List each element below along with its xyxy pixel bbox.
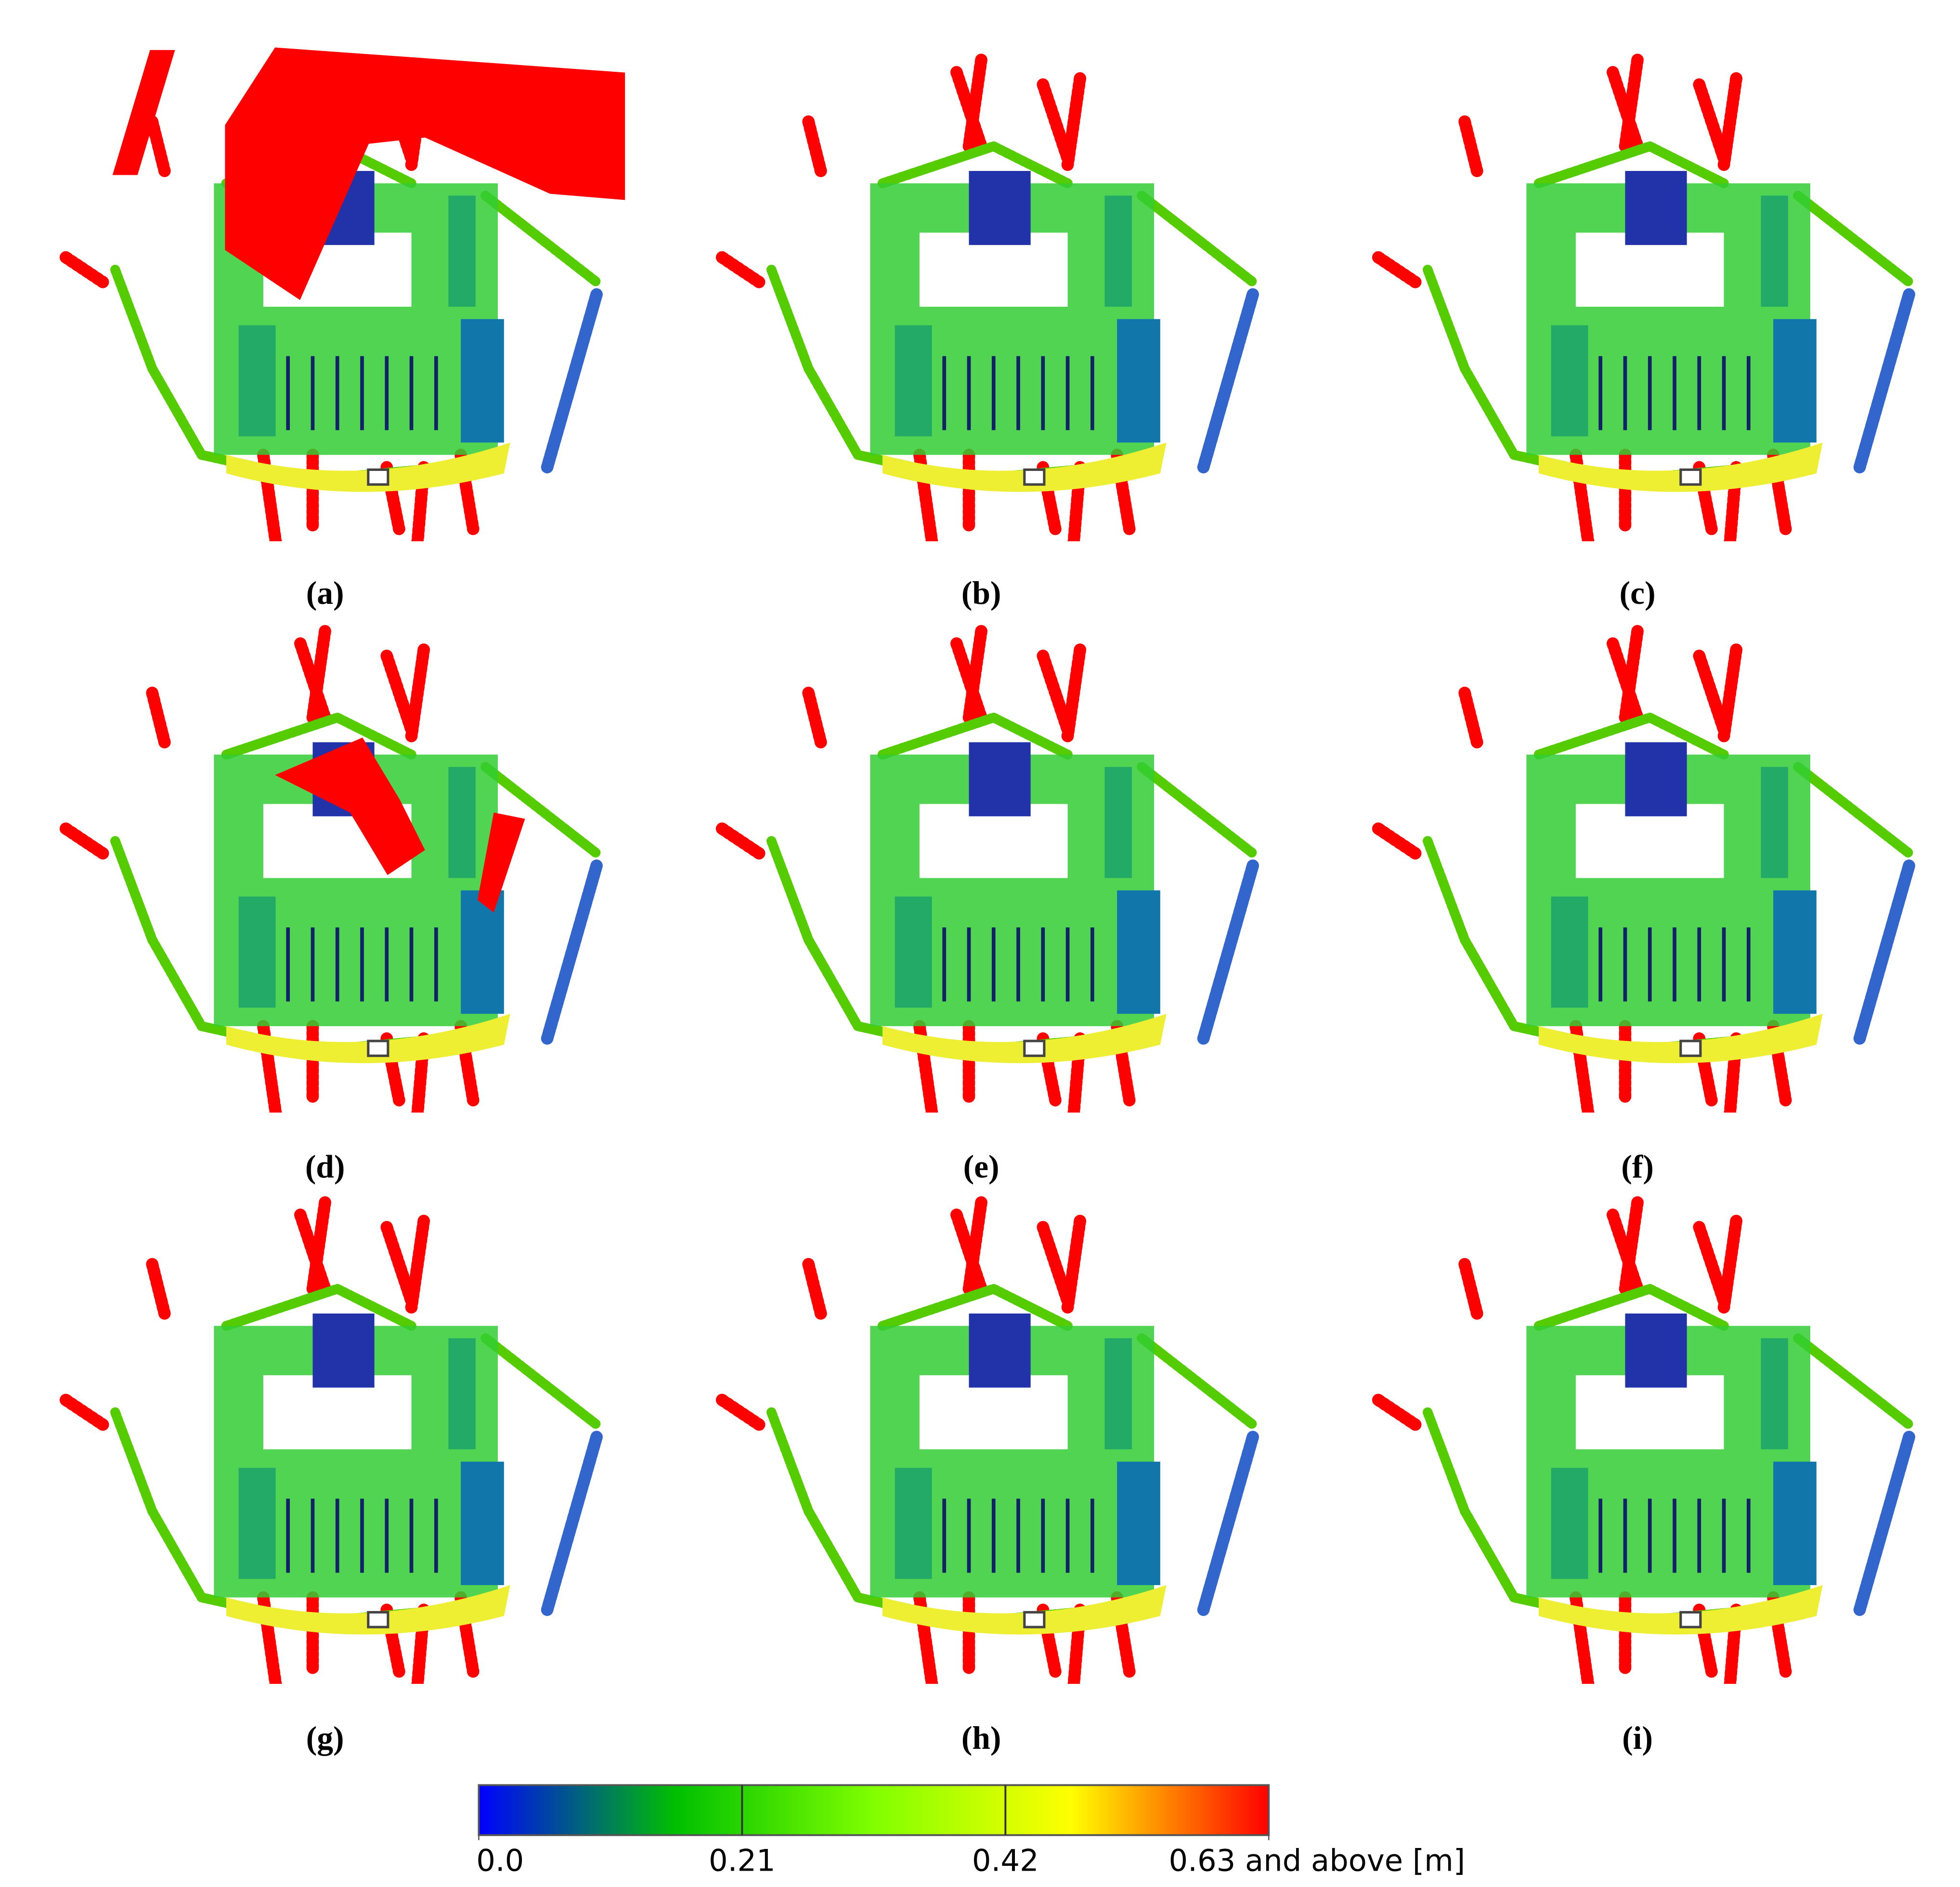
colorbar-tick-label: 0.0 — [476, 1843, 524, 1878]
colorbar-tick-label: 0.42 — [972, 1843, 1039, 1878]
panel-cloud — [1378, 60, 1909, 541]
colorbar — [478, 1784, 1270, 1836]
panel-label: (g) — [306, 1720, 344, 1756]
panel-cloud — [66, 1202, 597, 1684]
panel-label: (e) — [963, 1149, 999, 1185]
outlier-d — [275, 737, 525, 913]
panel-label: (f) — [1621, 1149, 1653, 1185]
panel-label: (i) — [1622, 1720, 1653, 1756]
panel-label: (b) — [961, 575, 1001, 611]
panel-cloud — [722, 60, 1253, 541]
panel-label: (a) — [306, 575, 344, 611]
panel-label: (d) — [305, 1149, 345, 1185]
outlier-a — [112, 47, 625, 300]
panel-cloud — [722, 1202, 1253, 1684]
panel-cloud — [1378, 631, 1909, 1113]
panel-cloud — [722, 631, 1253, 1113]
panel-label: (c) — [1620, 575, 1656, 611]
colorbar-tick-label: 0.63 and above [m] — [1169, 1843, 1466, 1878]
panel-cloud — [1378, 1202, 1909, 1684]
colorbar-tick-label: 0.21 — [709, 1843, 776, 1878]
panel-label: (h) — [961, 1720, 1001, 1756]
panel-cloud — [66, 631, 597, 1113]
